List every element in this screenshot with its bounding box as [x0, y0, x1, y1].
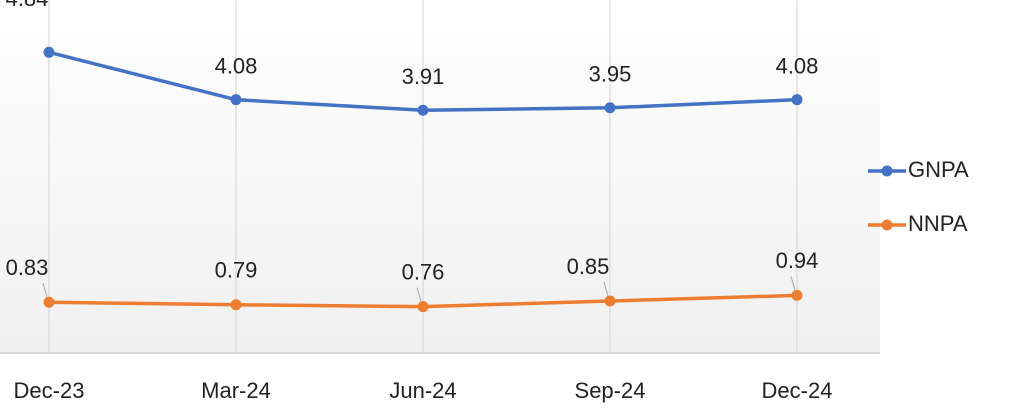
- point: [791, 289, 803, 301]
- data-label: 0.94: [776, 248, 819, 273]
- point: [417, 301, 429, 313]
- leader-line: [603, 281, 609, 297]
- point: [417, 104, 429, 116]
- point: [791, 94, 803, 106]
- data-label: 3.95: [589, 62, 632, 87]
- legend-label: GNPA: [908, 157, 969, 182]
- data-label: 0.76: [402, 259, 445, 284]
- x-tick-label: Mar-24: [201, 378, 271, 403]
- legend-label: NNPA: [908, 211, 968, 236]
- legend-marker: [881, 219, 893, 231]
- point: [230, 299, 242, 311]
- point: [43, 296, 55, 308]
- x-tick-label: Dec-23: [14, 378, 85, 403]
- data-label: 4.84: [6, 0, 49, 11]
- data-label: 0.85: [567, 254, 610, 279]
- data-label: 0.83: [6, 255, 49, 280]
- x-tick-label: Dec-24: [762, 378, 833, 403]
- point: [604, 295, 616, 307]
- point: [604, 102, 616, 114]
- point: [230, 94, 242, 106]
- plot-background: [0, 0, 880, 353]
- legend-marker: [881, 165, 893, 177]
- x-tick-label: Sep-24: [575, 378, 646, 403]
- leader-line: [416, 287, 422, 302]
- leader-line: [790, 276, 796, 291]
- leader-line: [42, 283, 48, 298]
- data-label: 0.79: [215, 258, 258, 283]
- x-tick-label: Jun-24: [389, 378, 456, 403]
- point: [43, 46, 55, 58]
- data-label: 3.91: [402, 64, 445, 89]
- data-label: 4.08: [776, 53, 819, 78]
- data-label: 4.08: [215, 53, 258, 78]
